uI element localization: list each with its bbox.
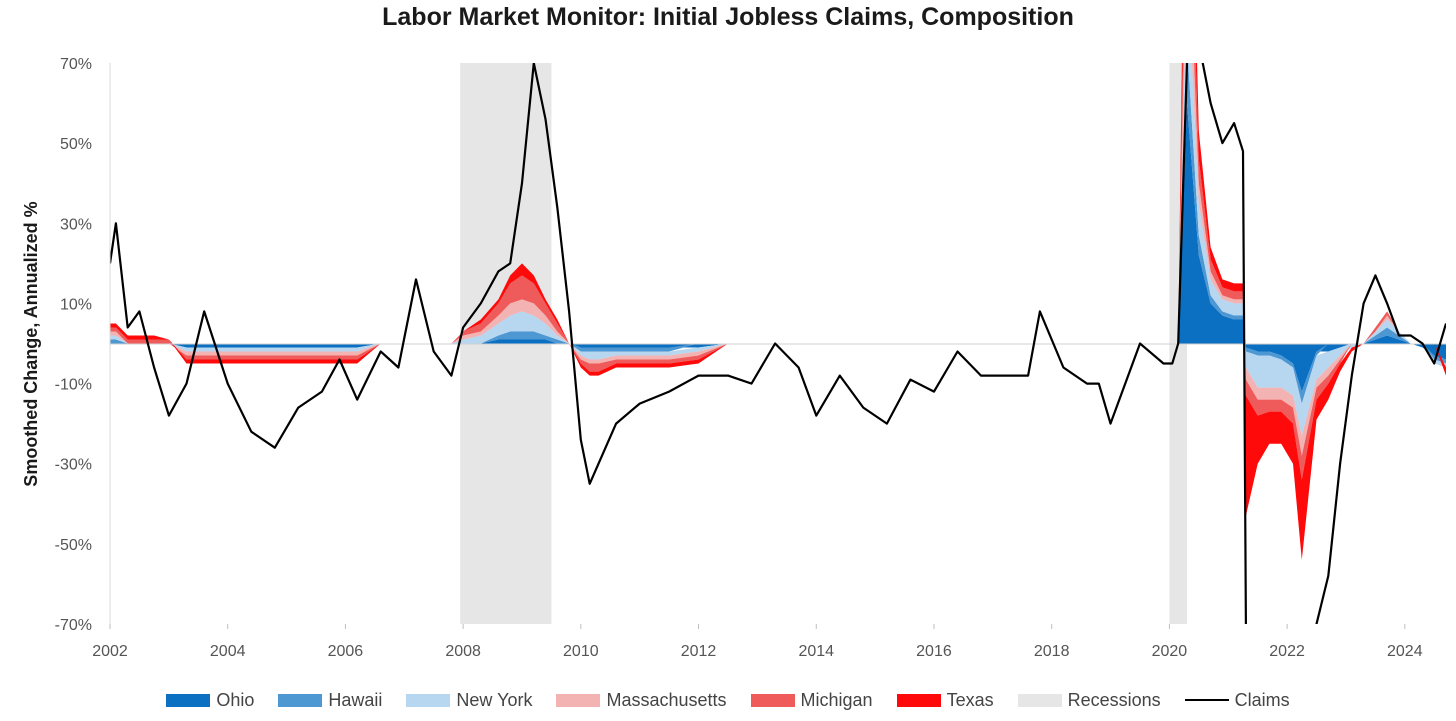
legend-swatch [406,693,451,707]
y-tick-label: -10% [55,377,92,394]
x-tick-label: 2018 [1034,643,1070,660]
legend-label: Ohio [216,689,255,710]
legend-swatch [1017,693,1062,707]
x-tick-label: 2024 [1387,643,1423,660]
y-tick-label: 10% [60,296,92,313]
legend-swatch [896,693,941,707]
chart-title: Labor Market Monitor: Initial Jobless Cl… [382,3,1074,31]
legend-label: Texas [946,689,994,710]
legend-label: Claims [1234,689,1290,710]
y-tick-label: -70% [55,617,92,634]
legend-label: Michigan [800,689,873,710]
y-tick-label: 50% [60,136,92,153]
legend-item: Recessions [1017,689,1161,711]
legend-item: Ohio [166,690,254,711]
legend-swatch [750,693,795,707]
x-tick-label: 2008 [445,643,481,660]
y-tick-label: 70% [60,56,92,73]
legend-swatch [556,693,601,707]
x-tick-label: 2014 [798,643,834,660]
legend-item: Texas [896,689,994,711]
legend-label: Massachusetts [606,689,727,710]
x-tick-label: 2012 [681,643,717,660]
x-tick-label: 2022 [1269,643,1305,660]
legend-label: Hawaii [328,689,383,710]
x-tick-label: 2004 [210,643,246,660]
x-tick-label: 2010 [563,643,599,660]
legend-swatch [278,693,323,707]
claims-line [110,63,1446,624]
y-tick-label: -50% [55,537,92,554]
y-tick-label: -30% [55,457,92,474]
x-tick-label: 2006 [328,643,364,660]
y-tick-label: 30% [60,216,92,233]
legend-swatch [166,693,211,707]
legend-item: Massachusetts [556,689,727,711]
x-tick-label: 2016 [916,643,952,660]
legend-label: New York [456,689,533,710]
legend-item: Claims [1184,689,1290,711]
legend-item: New York [406,690,532,711]
legend-swatch [1184,699,1229,701]
legend: Ohio Hawaii New York Massachusetts Michigan T… [0,686,1456,714]
x-tick-label: 2020 [1152,643,1188,660]
legend-item: Michigan [750,689,873,711]
legend-label: Recessions [1067,689,1161,710]
x-tick-label: 2002 [92,643,128,660]
legend-item: Hawaii [278,690,382,711]
